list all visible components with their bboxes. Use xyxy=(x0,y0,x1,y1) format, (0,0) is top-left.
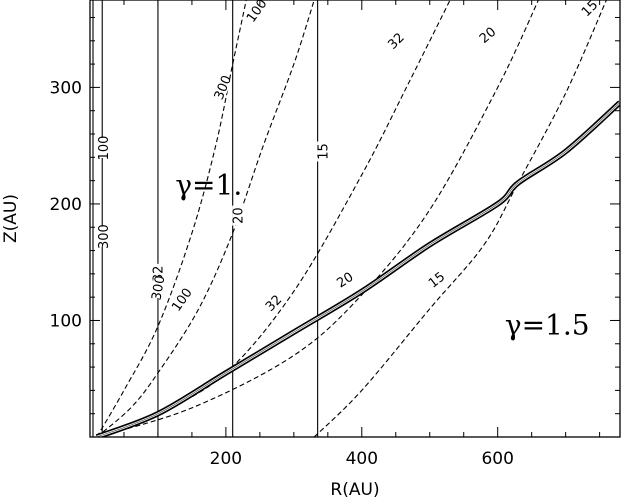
envelope-curve-core xyxy=(96,102,620,437)
y-axis-title: Z(AU) xyxy=(1,194,21,243)
curve-label-bg xyxy=(262,291,285,315)
dashed-curve-100 xyxy=(96,0,315,437)
dashed-curve-20 xyxy=(96,0,539,437)
x-tick-label: 600 xyxy=(481,449,513,469)
dashed-curve-32 xyxy=(96,0,451,437)
curve-label-bg xyxy=(150,276,166,299)
curve-layer xyxy=(95,0,620,437)
curve-label: 100 xyxy=(169,286,196,315)
curve-label-bg xyxy=(317,141,330,162)
envelope-curve-outline xyxy=(95,100,620,437)
curve-label: 15 xyxy=(426,269,448,291)
y-tick-label: 300 xyxy=(50,78,82,98)
curve-label-bg xyxy=(578,0,601,20)
curve-label-bg xyxy=(475,23,500,46)
y-tick-label: 200 xyxy=(50,195,82,215)
curve-label: 100 xyxy=(244,0,271,26)
curve-label: 300 xyxy=(149,274,168,301)
curve-label-bg xyxy=(97,137,110,158)
curve-label: 15 xyxy=(317,143,332,160)
curve-label-bg xyxy=(171,287,193,312)
curve-label: 32 xyxy=(263,293,285,315)
curve-label-bg xyxy=(232,205,245,226)
x-tick-label: 200 xyxy=(210,449,242,469)
x-axis-title: R(AU) xyxy=(330,480,379,500)
curve-label-bg xyxy=(245,0,268,23)
plot-frame xyxy=(89,0,621,438)
x-tick-label: 400 xyxy=(346,449,378,469)
curve-label: 300 xyxy=(97,224,112,249)
curve-label-bg xyxy=(333,269,357,291)
tick-layer: 200 400 600 100 200 300 xyxy=(50,0,620,469)
curve-label: 32 xyxy=(385,30,407,52)
annotation-layer: γ=1. γ=1.5 xyxy=(175,168,589,341)
curve-label: 20 xyxy=(334,270,356,292)
curve-label-bg xyxy=(384,29,408,53)
y-tick-label: 100 xyxy=(50,311,82,331)
curve-label: 100 xyxy=(97,136,112,161)
dashed-curve-15 xyxy=(313,0,607,437)
gamma-annotation: γ=1.5 xyxy=(505,308,590,341)
curve-label-bg xyxy=(424,268,449,291)
axes-frame xyxy=(89,0,621,438)
envelope-curve-inner xyxy=(96,101,620,437)
curve-label-bg xyxy=(97,226,110,247)
dashed-curve-300 xyxy=(96,0,247,437)
curve-label: 300 xyxy=(212,73,235,102)
curve-label: 20 xyxy=(477,25,499,47)
gamma-annotation: γ=1. xyxy=(175,168,242,201)
curve-label: 20 xyxy=(232,207,247,224)
curve-label-bg xyxy=(213,75,232,99)
